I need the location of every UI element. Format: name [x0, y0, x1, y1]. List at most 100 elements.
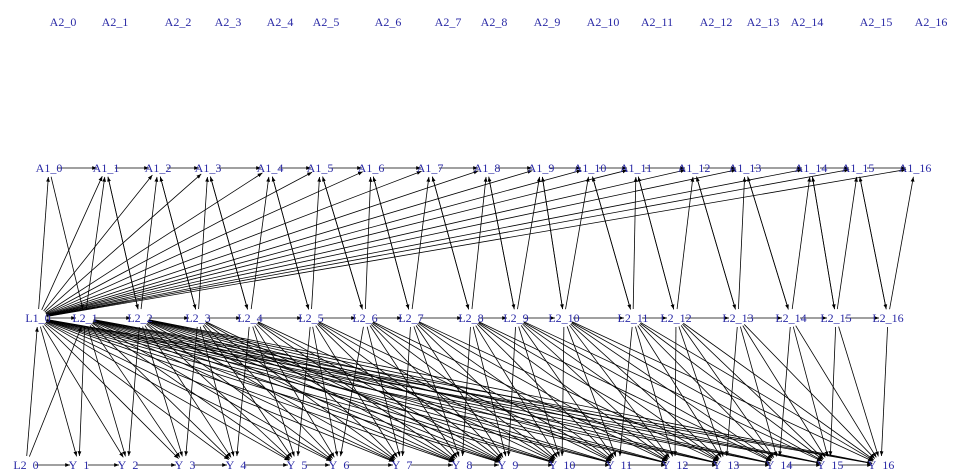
edge-arrow [520, 325, 615, 458]
node-label: Y_1 [69, 458, 90, 470]
edge-arrow [46, 320, 394, 463]
edge-arrow [747, 176, 789, 310]
edge-arrow [209, 176, 248, 310]
node-label: A1_0 [36, 161, 63, 175]
node-label: Y_15 [817, 458, 844, 470]
edge-arrow [635, 326, 674, 457]
edge-arrow [46, 171, 363, 315]
edge-arrow [148, 319, 718, 464]
edge-arrow [418, 322, 668, 461]
edge-arrow [87, 326, 126, 457]
edge-arrow [44, 324, 179, 459]
edge-arrow [46, 168, 737, 317]
edge-arrow [205, 322, 395, 461]
edge-arrow [148, 319, 667, 464]
node-label: A2_0 [50, 15, 77, 29]
edge-arrow [184, 326, 198, 457]
edge-arrow [566, 326, 617, 457]
node-label: A1_7 [417, 161, 444, 175]
edge-arrow [618, 326, 633, 457]
edge-arrow [202, 325, 293, 458]
edge-arrow [889, 176, 915, 310]
node-label: L2_14 [775, 311, 806, 325]
edge-arrow [682, 323, 824, 460]
edge-arrow [42, 325, 124, 458]
node-label: A1_4 [257, 161, 284, 175]
edge-arrow [571, 322, 772, 461]
edge-arrow [478, 322, 668, 461]
edge-arrow [92, 322, 332, 461]
node-label: A1_9 [528, 161, 555, 175]
node-label: A1_6 [358, 161, 385, 175]
node-label: A1_11 [620, 161, 652, 175]
node-label: Y_9 [498, 458, 519, 470]
edge-arrow [44, 323, 230, 460]
edge-arrow [205, 321, 501, 462]
edge-arrow [93, 320, 500, 463]
node-label: A2_8 [481, 15, 508, 29]
node-label: Y_13 [713, 458, 740, 470]
node-label: A2_1 [102, 15, 129, 29]
edge-arrow [637, 325, 722, 458]
edge-arrow [683, 322, 874, 461]
node-label: A2_9 [534, 15, 561, 29]
node-label: Y_4 [226, 458, 247, 470]
edge-arrow [828, 326, 837, 457]
edge-arrow [743, 324, 876, 459]
edge-arrow [142, 326, 183, 457]
node-label: L2_0 [13, 458, 38, 470]
edge-arrow [696, 176, 736, 310]
node-label: Y_11 [606, 458, 632, 470]
edge-arrow [371, 323, 556, 460]
edge-arrow [144, 325, 232, 458]
node-label: Y_6 [329, 458, 350, 470]
edge-arrow [315, 325, 398, 458]
edge-arrow [46, 319, 611, 464]
edge-arrow [560, 326, 565, 457]
node-label: L2_15 [820, 311, 851, 325]
edge-arrow [312, 326, 339, 457]
edge-arrow [487, 176, 515, 310]
edges-layer [26, 166, 915, 467]
edge-arrow [523, 322, 719, 461]
edge-arrow [46, 170, 422, 316]
node-label: A2_10 [587, 15, 620, 29]
edge-arrow [92, 322, 290, 461]
edge-arrow [740, 326, 778, 457]
node-label: L2_8 [458, 311, 483, 325]
edge-arrow [811, 176, 835, 310]
node-label: A1_16 [899, 161, 932, 175]
edge-arrow [477, 324, 613, 459]
edge-arrow [475, 325, 558, 458]
edge-arrow [38, 176, 50, 310]
edge-arrow [472, 326, 507, 457]
edge-arrow [418, 322, 612, 461]
edge-arrow [478, 321, 772, 462]
node-label: A2_6 [375, 15, 402, 29]
edge-arrow [778, 326, 791, 457]
edge-arrow [159, 176, 197, 310]
edge-arrow [571, 322, 823, 461]
edge-arrow [742, 325, 826, 458]
node-label: A2_15 [860, 15, 893, 29]
edge-arrow [372, 321, 668, 462]
edge-arrow [680, 325, 775, 458]
edge-arrow [541, 176, 564, 310]
edge-arrow [41, 176, 103, 310]
edge-arrow [91, 323, 230, 460]
edge-arrow [40, 326, 78, 457]
edge-arrow [26, 326, 39, 457]
node-label: L2_9 [503, 311, 528, 325]
edge-arrow [570, 323, 720, 460]
edge-arrow [795, 325, 877, 458]
node-label: L2_6 [352, 311, 377, 325]
edge-arrow [148, 319, 873, 465]
node-label: L2_1 [72, 311, 97, 325]
edge-arrow [77, 326, 86, 457]
edge-arrow [271, 176, 310, 310]
edge-arrow [640, 322, 874, 461]
edge-arrow [46, 168, 803, 317]
node-label: L2_4 [237, 311, 262, 325]
edge-arrow [838, 326, 879, 457]
